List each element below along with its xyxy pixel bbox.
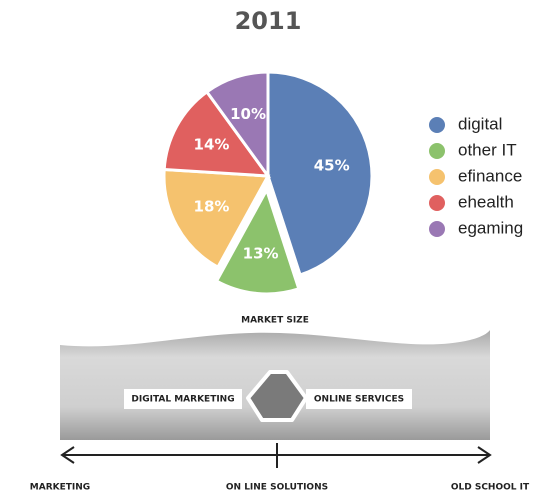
chart-title: 2011: [235, 7, 302, 35]
right-box-label: ONLINE SERVICES: [314, 395, 404, 405]
right-box: [306, 389, 412, 409]
pie-slice: [214, 186, 301, 296]
market-size-label: MARKET SIZE: [241, 316, 309, 326]
axis-label: MARKETING: [30, 483, 90, 493]
slice-label: 10%: [230, 105, 266, 123]
slice-label: 13%: [243, 245, 279, 263]
legend-label: digital: [458, 114, 502, 133]
axis-label: ON LINE SOLUTIONS: [226, 483, 328, 493]
slice-label: 45%: [314, 156, 350, 174]
legend-swatch: [429, 169, 445, 185]
legend: digital other IT efinance ehealth egaming: [429, 114, 523, 237]
legend-swatch: [429, 117, 445, 133]
left-box: [124, 389, 242, 409]
arrow-right: [477, 446, 492, 464]
slice-label: 14%: [194, 135, 230, 153]
pie-slice: [204, 70, 270, 181]
axis-label: OLD SCHOOL IT: [451, 483, 530, 493]
legend-label: efinance: [458, 166, 522, 185]
pie-slice: [162, 167, 271, 270]
pie-slice: [162, 89, 272, 178]
left-box-label: DIGITAL MARKETING: [131, 395, 234, 405]
legend-label: ehealth: [458, 192, 514, 211]
legend-label: other IT: [458, 140, 517, 159]
slice-label: 18%: [194, 198, 230, 216]
legend-label: egaming: [458, 218, 523, 237]
arrow-left: [60, 446, 75, 464]
legend-swatch: [429, 143, 445, 159]
center-shape: [246, 370, 308, 422]
pie-slice: [266, 70, 374, 277]
pie: 45% 13% 18% 14%10%: [162, 70, 374, 296]
legend-swatch: [429, 195, 445, 211]
legend-swatch: [429, 221, 445, 237]
